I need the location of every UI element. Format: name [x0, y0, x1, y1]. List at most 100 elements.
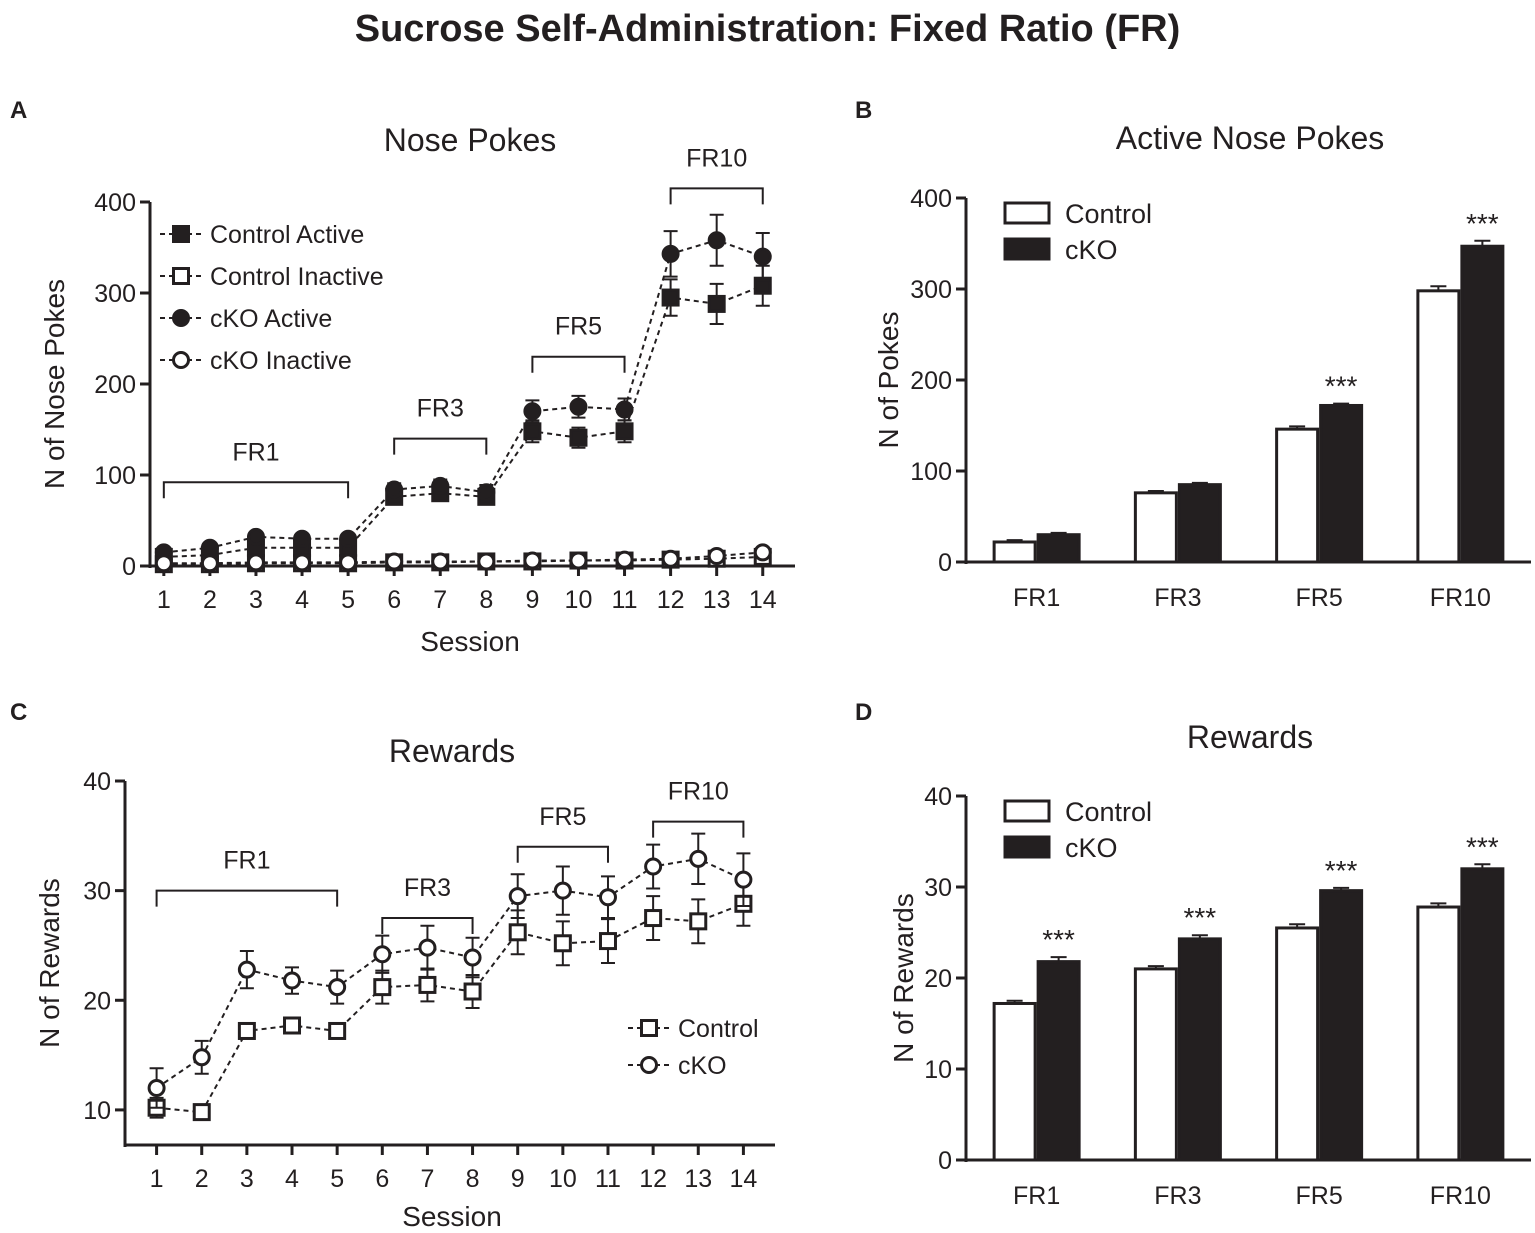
data-point	[328, 1021, 347, 1040]
panel-letter: C	[10, 699, 27, 726]
x-tick-label: 1	[157, 586, 171, 614]
data-point	[644, 909, 663, 928]
bracket-label: FR1	[232, 438, 279, 466]
x-tick-label: 8	[466, 1165, 480, 1193]
y-tick-label: 100	[94, 462, 136, 490]
data-point	[192, 1048, 211, 1067]
x-tick-label: 13	[684, 1165, 712, 1193]
bar-cko-fr10	[1460, 863, 1505, 1162]
bar	[1133, 967, 1178, 1162]
data-point	[707, 294, 726, 313]
data-point	[661, 288, 680, 307]
series-line	[156, 857, 744, 1089]
bar	[1133, 491, 1178, 564]
x-tick-label: 14	[749, 586, 777, 614]
data-point	[508, 887, 527, 906]
data-point	[373, 978, 392, 997]
panel-letter: B	[855, 97, 872, 124]
data-point	[477, 483, 496, 502]
data-point	[293, 553, 312, 572]
data-point	[508, 923, 527, 942]
data-point	[431, 476, 450, 495]
bar-control-fr5	[1275, 923, 1320, 1162]
legend-label: cKO	[678, 1052, 727, 1080]
legend-marker	[640, 1019, 658, 1037]
legend-label: Control Active	[210, 221, 364, 249]
data-point	[523, 402, 542, 421]
x-tick-label: FR5	[1296, 584, 1343, 612]
bar-control-fr1	[992, 999, 1037, 1162]
panel-d-bar-chart: D Rewards 0 10 20 30 40 N of Rewards FR1 FR3 FR5 FR…	[855, 699, 1531, 1210]
y-tick-label: 0	[938, 549, 952, 577]
bar	[1416, 289, 1461, 564]
legend-label: Control	[678, 1015, 759, 1043]
bracket-fr10: FR10	[669, 144, 764, 205]
data-point	[192, 1103, 211, 1122]
y-tick-label: 30	[83, 878, 111, 906]
y-tick-label: 200	[910, 367, 952, 395]
data-point	[661, 244, 680, 263]
data-point	[523, 551, 542, 570]
data-point	[339, 529, 358, 548]
bracket-label: FR5	[539, 803, 586, 831]
significance-marker: ***	[1325, 371, 1358, 402]
legend-item-control: Control	[1003, 199, 1152, 229]
legend: Control cKO	[628, 1015, 759, 1080]
legend-marker	[172, 351, 190, 369]
legend-label: Control	[1065, 199, 1152, 229]
data-point	[385, 480, 404, 499]
x-tick-label: 13	[703, 586, 731, 614]
data-point	[734, 870, 753, 889]
x-tick-label: 6	[375, 1165, 389, 1193]
x-tick-label: 12	[657, 586, 685, 614]
x-tick-label: 2	[203, 586, 217, 614]
data-point	[523, 422, 542, 441]
y-tick-label: 300	[910, 276, 952, 304]
figure-title: Sucrose Self-Administration: Fixed Ratio…	[354, 8, 1181, 50]
data-point	[689, 912, 708, 931]
x-tick-label: FR10	[1430, 584, 1491, 612]
bar	[1460, 244, 1505, 564]
legend-swatch	[1003, 835, 1051, 859]
bracket-label: FR10	[668, 778, 729, 806]
y-tick-label: 10	[924, 1056, 952, 1084]
bar-cko-fr5	[1319, 402, 1364, 564]
y-tick-label: 100	[910, 458, 952, 486]
y-tick-label: 40	[924, 783, 952, 811]
data-point	[246, 553, 265, 572]
y-tick-label: 30	[924, 874, 952, 902]
legend-label: cKO	[1065, 833, 1118, 863]
data-point	[246, 527, 265, 546]
bracket-line	[162, 481, 350, 499]
data-point	[237, 1021, 256, 1040]
y-tick-label: 400	[910, 185, 952, 213]
bar	[1036, 960, 1081, 1162]
legend-item-cko: cKO	[1003, 833, 1118, 863]
legend-item-control: Control	[628, 1015, 759, 1043]
data-point	[147, 1078, 166, 1097]
bracket-fr1: FR1	[155, 847, 339, 907]
significance-marker: ***	[1184, 902, 1217, 933]
data-point	[598, 888, 617, 907]
x-tick-label: FR3	[1154, 1182, 1201, 1210]
x-axis-label: Session	[420, 626, 520, 657]
bracket-label: FR1	[223, 847, 270, 875]
series-cko-inactive	[154, 543, 772, 573]
y-axis-label: N of Nose Pokes	[39, 279, 70, 489]
significance-marker: ***	[1466, 208, 1499, 239]
legend-label: cKO Active	[210, 305, 332, 333]
data-point	[644, 857, 663, 876]
panel-a-line-chart: A Nose Pokes 0 100 200 300 400 N of Nose Pokes 1…	[10, 97, 795, 657]
x-tick-label: FR1	[1013, 1182, 1060, 1210]
bar	[1319, 403, 1364, 564]
bar-control-fr3	[1133, 490, 1178, 564]
legend-swatch	[1003, 201, 1051, 225]
y-tick-label: 0	[122, 553, 136, 581]
legend-marker	[172, 225, 190, 243]
legend-swatch	[1003, 799, 1051, 823]
bracket-label: FR10	[686, 144, 747, 172]
panel-b-bar-chart: B Active Nose Pokes 0 100 200 300 400 N of Poke…	[855, 97, 1531, 612]
x-tick-label: 7	[420, 1165, 434, 1193]
bracket-fr5: FR5	[516, 803, 609, 863]
